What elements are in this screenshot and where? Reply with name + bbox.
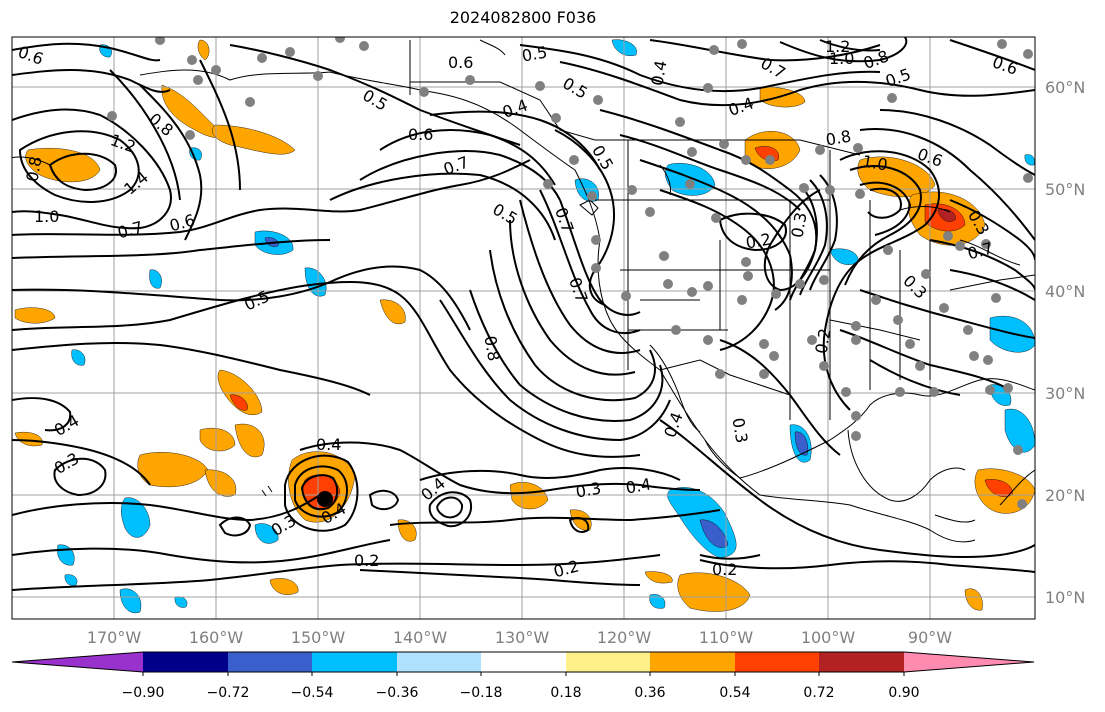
lat-label-10n: 10°N [1045,588,1085,607]
colorbar-tick-label: −0.18 [460,685,503,701]
contour-label: 0.6 [448,53,473,72]
lon-label-170w: 170°W [87,628,142,647]
gray-dots [107,37,1033,509]
contour-lines [12,37,1035,591]
colorbar: −0.90 −0.72 −0.54 −0.36 −0.18 0.18 0.36 … [11,651,1035,701]
lon-label-160w: 160°W [189,628,244,647]
lon-label-110w: 110°W [699,628,754,647]
contour-label: 1.0 [34,207,59,226]
colorbar-segment-0 [12,652,143,672]
colorbar-tick-label: 0.90 [888,685,919,701]
contour-label: 0.3 [728,416,751,444]
colorbar-tick-label: 0.54 [719,685,750,701]
contour-label: 1.0 [861,151,889,174]
lat-label-60n: 60°N [1045,78,1085,97]
colorbar-segment-8 [735,652,819,672]
colorbar-segment-1 [143,652,228,672]
colorbar-segment-9 [819,652,904,672]
lat-label-50n: 50°N [1045,180,1085,199]
colorbar-tick-label: 0.36 [634,685,665,701]
contour-label: 0.8 [22,155,45,183]
lat-label-40n: 40°N [1045,282,1085,301]
lat-label-20n: 20°N [1045,486,1085,505]
contour-label: 0.2 [354,551,379,570]
contour-label: 1.2 [825,37,850,56]
contour-label: 0.3 [787,211,810,239]
colorbar-segment-2 [228,652,312,672]
map-title: 2024082800 F036 [449,8,597,27]
contour-label: 0.6 [408,125,433,144]
colorbar-segment-5 [481,652,566,672]
contour-label: 0.8 [480,334,503,362]
colorbar-tick-label: −0.90 [122,685,165,701]
colorbar-segment-7 [650,652,735,672]
colorbar-tick-label: −0.72 [207,685,250,701]
contour-label: 0.8 [824,126,852,149]
colorbar-segment-3 [312,652,397,672]
colorbar-tick-label: 0.72 [803,685,834,701]
lon-label-150w: 150°W [291,628,346,647]
lon-label-130w: 130°W [495,628,550,647]
lon-label-100w: 100°W [801,628,856,647]
contour-label: 0.2 [712,560,737,579]
contour-label: 0.2 [744,229,772,252]
lon-label-140w: 140°W [393,628,448,647]
contour-label: 0.5 [520,42,548,65]
contour-label: 1.0 [829,49,854,68]
longitude-labels: 170°W 160°W 150°W 140°W 130°W 120°W 110°… [87,628,952,647]
contour-label: 0.2 [811,327,834,355]
lon-label-120w: 120°W [597,628,652,647]
map-frame [11,36,1036,620]
colorbar-segment-6 [566,652,650,672]
colorbar-tick-label: −0.36 [376,685,419,701]
colorbar-segment-10 [904,652,1034,672]
lat-label-30n: 30°N [1045,384,1085,403]
latitude-labels: 60°N 50°N 40°N 30°N 20°N 10°N [1045,78,1085,607]
contour-label: 0.4 [647,59,670,87]
colorbar-ticks [142,672,905,676]
lon-label-90w: 90°W [908,628,952,647]
storm-center-marker [317,491,333,507]
colorbar-tick-label: −0.54 [291,685,334,701]
colorbar-segment-4 [397,652,481,672]
contour-label: 0.3 [574,478,602,501]
contour-label: 0.4 [624,474,652,497]
colorbar-tick-label: 0.18 [550,685,581,701]
contour-label: 0.4 [316,435,341,454]
